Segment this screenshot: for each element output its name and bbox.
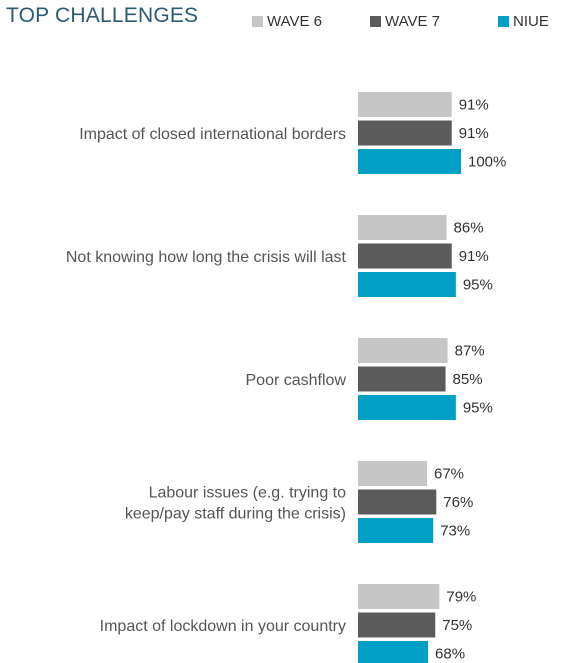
data-label-niue: 73% [440, 523, 470, 540]
bar-niue [358, 272, 456, 297]
bar-wave-7 [358, 612, 436, 638]
bar-wave-6 [358, 215, 447, 240]
legend-swatch-wave-7 [370, 15, 381, 27]
data-label-wave-6: 91% [459, 97, 489, 114]
data-label-wave-7: 76% [443, 494, 473, 511]
legend-label-wave-6: WAVE 6 [267, 12, 323, 30]
category-label-line: Not knowing how long the crisis will las… [66, 249, 347, 266]
bar-niue [358, 395, 456, 420]
data-label-niue: 68% [435, 646, 465, 663]
legend-label-wave-7: WAVE 7 [385, 12, 441, 30]
data-label-wave-6: 67% [434, 466, 464, 483]
bar-wave-6 [358, 584, 440, 609]
data-label-wave-6: 79% [446, 589, 476, 606]
legend-swatch-niue [498, 15, 509, 27]
bar-wave-7 [358, 366, 446, 392]
category-label-line: keep/pay staff during the crisis) [125, 506, 346, 523]
data-label-niue: 95% [463, 400, 493, 417]
legend-label-niue: NIUE [513, 12, 549, 30]
bar-wave-6 [358, 338, 448, 363]
category-label-line: Poor cashflow [246, 372, 347, 389]
data-label-niue: 95% [463, 277, 493, 294]
category-label: Impact of closed international borders [79, 126, 346, 143]
data-label-wave-7: 85% [453, 371, 483, 388]
legend-item-wave-7: WAVE 7 [370, 11, 440, 31]
data-label-niue: 100% [468, 154, 506, 171]
category-label-line: Impact of lockdown in your country [100, 618, 346, 635]
bar-niue [358, 518, 434, 543]
bar-wave-6 [358, 461, 428, 486]
data-label-wave-6: 86% [454, 220, 484, 237]
legend-swatch-wave-6 [252, 15, 263, 27]
bar-wave-7 [358, 489, 437, 515]
category-label: Impact of lockdown in your country [100, 618, 346, 635]
category-label: Poor cashflow [246, 372, 347, 389]
category-label-line: Impact of closed international borders [79, 126, 346, 143]
data-label-wave-7: 75% [442, 617, 472, 634]
legend-item-niue: NIUE [498, 11, 549, 31]
legend: WAVE 6 WAVE 7 NIUE [252, 11, 563, 31]
category-label: Not knowing how long the crisis will las… [66, 249, 347, 266]
data-label-wave-7: 91% [459, 125, 489, 142]
data-label-wave-6: 87% [455, 343, 485, 360]
legend-item-wave-6: WAVE 6 [252, 11, 322, 31]
bar-niue [358, 641, 429, 663]
data-label-wave-7: 91% [459, 248, 489, 265]
category-label: Labour issues (e.g. trying to keep/pay st… [125, 485, 346, 523]
bar-wave-7 [358, 243, 452, 269]
bar-niue [358, 149, 461, 174]
chart-title: TOP CHALLENGES [6, 4, 199, 27]
bar-wave-7 [358, 120, 452, 146]
category-label-line: Labour issues (e.g. trying to [149, 485, 347, 502]
bar-wave-6 [358, 92, 452, 117]
